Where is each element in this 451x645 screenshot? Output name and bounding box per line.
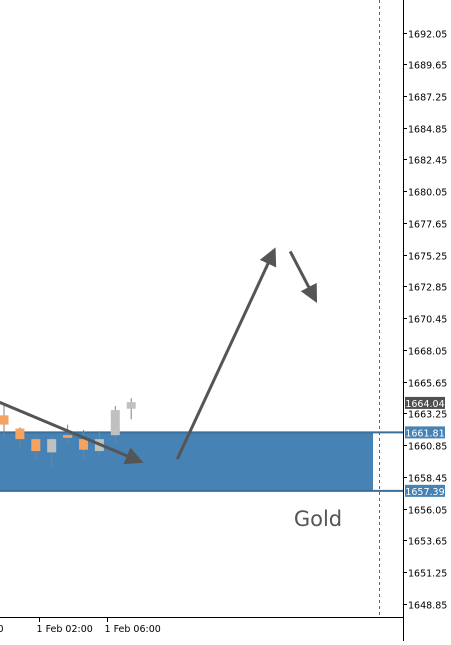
- candle-body: [31, 439, 41, 452]
- price-tag-label: 1664.04: [405, 399, 444, 410]
- y-tick-label: 1648.85: [408, 601, 447, 612]
- price-tag-zone: [405, 484, 445, 497]
- y-tick-label: 1665.65: [408, 379, 447, 390]
- y-tick-label: 1689.65: [408, 61, 447, 72]
- trend-arrow-1[interactable]: [175, 247, 277, 460]
- y-tick-label: 1675.25: [408, 252, 447, 263]
- y-tick-label: 1651.25: [408, 569, 447, 580]
- trend-arrow-0[interactable]: [0, 400, 144, 465]
- x-tick-label: 1 Feb 02:00: [37, 624, 93, 635]
- price-tag-zone: [405, 426, 445, 439]
- y-tick-label: 1670.45: [408, 315, 447, 326]
- price-tag-label: 1661.81: [405, 428, 444, 439]
- y-tick-label: 1692.05: [408, 30, 447, 41]
- trend-arrow-2[interactable]: [288, 250, 318, 303]
- price-tag-current: [405, 396, 445, 409]
- candle-body: [63, 435, 73, 438]
- y-tick-label: 1653.65: [408, 537, 447, 548]
- y-tick-label: 1680.05: [408, 188, 447, 199]
- x-tick-label: 00: [0, 624, 4, 635]
- y-tick-label: 1663.25: [408, 410, 447, 421]
- symbol-label: Gold: [294, 507, 342, 531]
- y-tick-label: 1672.85: [408, 283, 447, 294]
- candle-body: [47, 439, 57, 453]
- price-tag-label: 1657.39: [405, 487, 444, 498]
- x-tick-label: 1 Feb 06:00: [105, 624, 161, 635]
- candle-body: [79, 439, 88, 450]
- y-tick-label: 1684.85: [408, 125, 447, 136]
- y-tick-label: 1682.45: [408, 156, 447, 167]
- y-tick-label: 1687.25: [408, 93, 447, 104]
- y-tick-label: 1677.65: [408, 220, 447, 231]
- y-tick-label: 1656.05: [408, 506, 447, 517]
- candle-body: [0, 415, 9, 425]
- candle-body: [15, 428, 25, 440]
- y-tick-label: 1658.45: [408, 474, 447, 485]
- y-tick-label: 1660.85: [408, 442, 447, 453]
- candle-body: [110, 410, 120, 436]
- candle-body: [126, 402, 136, 409]
- y-tick-label: 1668.05: [408, 347, 447, 358]
